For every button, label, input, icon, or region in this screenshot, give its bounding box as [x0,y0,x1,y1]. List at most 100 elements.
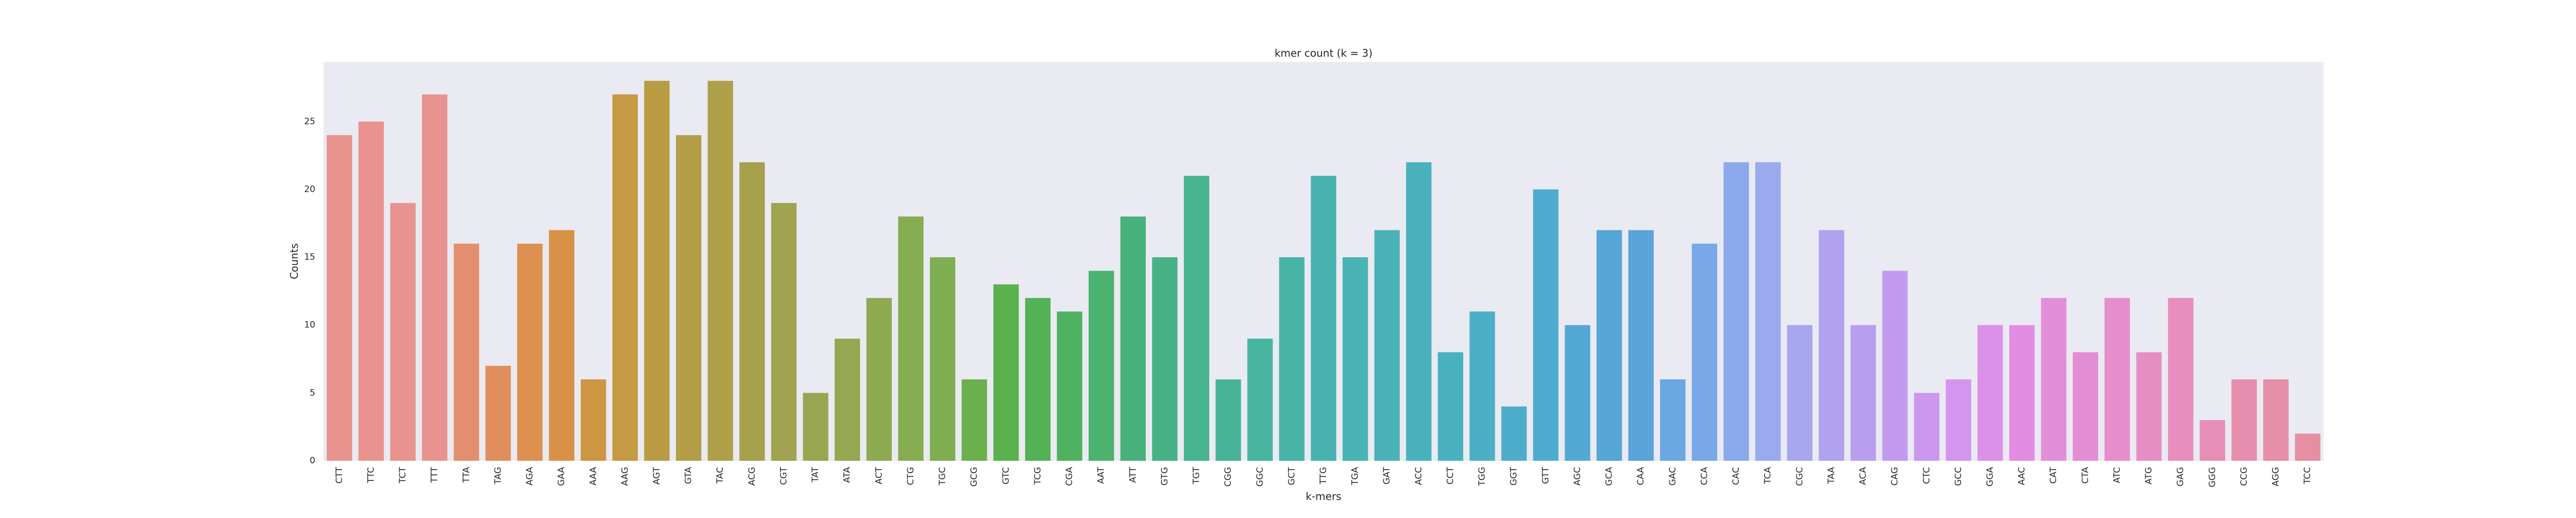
bar-ctg [898,216,924,461]
x-tick-label: ATA [842,467,853,483]
x-tick-label: GCC [1953,467,1963,486]
bar-tat [803,393,828,461]
bars-group [327,80,2320,461]
x-tick-label: ACA [1858,467,1869,485]
x-tick-label: GCG [969,467,979,487]
x-tick-label: CTA [2080,467,2091,484]
bar-cag [1882,271,1908,461]
x-tick-label: CCT [1445,466,1455,484]
x-tick-label: TGT [1192,466,1202,484]
bar-aaa [581,379,606,461]
bar-aag [612,94,638,461]
x-tick-label: ACT [874,466,884,484]
x-tick-label: TCA [1763,467,1773,484]
x-tick-label: TGC [938,467,948,486]
x-tick-label: CGA [1064,467,1075,486]
bar-aga [517,243,543,461]
bar-tac [707,80,733,461]
x-tick-label: TGA [1350,467,1361,486]
x-tick-label: GTA [684,467,694,484]
x-tick-label: ACG [747,467,757,486]
x-tick-label: GGC [1255,467,1265,487]
bar-ccg [2231,379,2257,461]
bar-atc [2104,298,2130,461]
x-tick-label: TTG [1318,467,1329,485]
bar-agt [644,80,670,461]
x-tick-label: CTT [334,466,345,483]
bar-agg [2263,379,2289,461]
bar-tca [1755,162,1781,461]
x-tick-label: GTC [1001,467,1011,484]
bar-gtt [1533,189,1558,461]
y-tick-label: 5 [310,388,315,398]
bar-gcc [1945,379,1972,461]
bar-tcc [2295,433,2320,461]
bar-cat [2041,298,2066,461]
x-tick-label: TCC [2302,467,2313,484]
x-tick-label: GAC [1668,467,1678,486]
bar-taa [1819,230,1844,461]
bar-tag [485,365,511,461]
y-tick-label: 10 [304,320,315,330]
bar-aca [1850,325,1876,461]
y-tick-label: 0 [310,456,315,466]
bar-gac [1660,379,1686,461]
x-tick-label: CTG [906,467,916,485]
bar-gca [1596,230,1622,461]
x-tick-label: TAT [810,466,821,482]
x-tick-label: TAA [1826,467,1837,484]
bar-ctc [1914,393,1940,461]
x-tick-label: AAA [588,467,599,486]
y-axis: 0 5 10 15 20 25 [304,116,315,466]
bar-tga [1342,257,1368,461]
bar-caa [1628,230,1654,461]
x-tick-label: TTC [366,467,376,483]
x-tick-label: CAT [2048,466,2059,483]
x-tick-label: AGG [2271,467,2281,487]
y-axis-title: Counts [288,243,300,279]
bar-cca [1691,243,1718,461]
bar-tgg [1469,311,1495,461]
x-tick-label: TAG [493,467,503,485]
bar-tct [390,203,416,461]
bar-acg [739,162,765,461]
bar-agc [1565,325,1590,461]
y-tick-label: 20 [304,184,315,194]
bar-tcg [1025,298,1051,461]
x-tick-label: AGT [652,466,662,484]
x-tick-label: TAC [715,467,725,484]
x-tick-label: GTT [1540,466,1551,484]
bar-atg [2136,352,2162,461]
x-tick-label: CCG [2239,467,2249,486]
x-tick-label: CAC [1731,467,1741,485]
x-tick-label: GAG [2176,467,2186,487]
x-tick-label: GCA [1604,467,1615,486]
bar-gaa [549,230,574,461]
bar-ata [835,339,860,461]
bar-tta [453,243,479,461]
x-tick-label: ATT [1128,466,1138,482]
x-tick-label: GTG [1160,467,1170,486]
y-tick-label: 25 [304,116,315,127]
x-tick-label: AGC [1572,467,1583,486]
bar-ggt [1501,406,1527,461]
bar-cta [2073,352,2098,461]
chart-title: kmer count (k = 3) [1275,47,1372,59]
x-tick-label: TGG [1477,467,1487,487]
x-tick-label: GGA [1985,467,1995,487]
x-tick-label: TCG [1032,467,1043,485]
bar-ggg [2199,420,2225,461]
bar-gcg [961,379,987,461]
x-tick-label: AGA [525,467,535,486]
bar-cac [1723,162,1749,461]
x-tick-label: TTA [461,467,471,483]
bar-gat [1374,230,1400,461]
x-tick-label: CGT [778,466,789,484]
bar-cct [1437,352,1464,461]
bar-cga [1057,311,1082,461]
bar-ggc [1247,339,1273,461]
x-tick-label: AAG [620,467,630,486]
x-axis-title: k-mers [1306,490,1341,503]
bar-ttg [1311,176,1336,461]
x-tick-label: CGG [1223,467,1233,487]
